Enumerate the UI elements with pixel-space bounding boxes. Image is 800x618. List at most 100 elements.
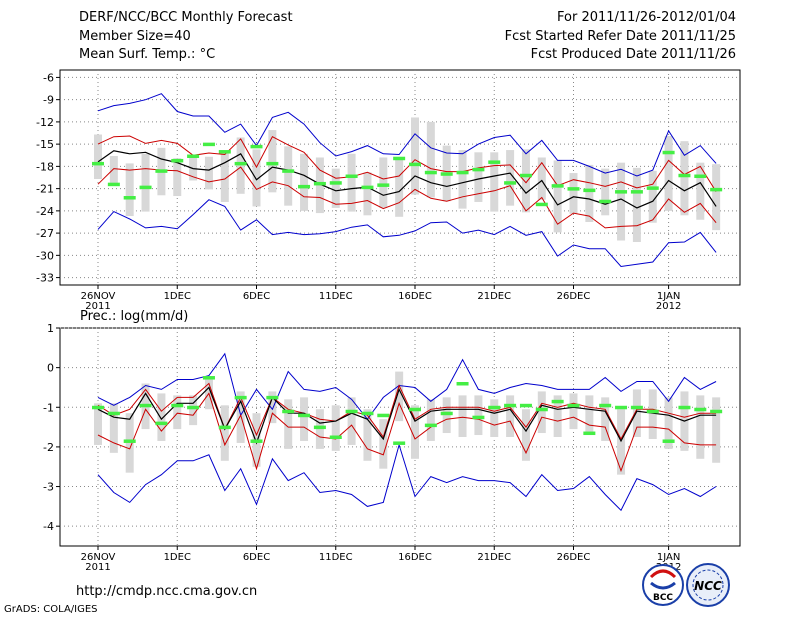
ensemble-marker <box>710 187 723 192</box>
spread-box <box>395 157 404 217</box>
series-max-line <box>97 93 717 177</box>
ensemble-marker <box>298 413 311 418</box>
ensemble-marker <box>646 186 659 190</box>
logo-swirl-icon <box>649 569 677 579</box>
spread-box <box>712 397 721 463</box>
ensemble-marker <box>107 411 120 416</box>
spread-box <box>189 395 198 426</box>
spread-box <box>173 158 182 197</box>
spread-box <box>252 149 261 207</box>
ensemble-marker <box>202 376 215 380</box>
spread-box <box>220 152 229 202</box>
chart-title: DERF/NCC/BCC Monthly Forecast <box>79 10 293 25</box>
ensemble-marker <box>535 407 548 412</box>
ensemble-marker <box>155 421 168 426</box>
source-url[interactable]: http://cmdp.ncc.cma.gov.cn <box>76 584 257 599</box>
spread-box <box>458 150 467 209</box>
y-tick-label: -3 <box>43 481 54 494</box>
spread-box <box>347 153 356 212</box>
ensemble-marker <box>345 174 358 179</box>
spread-box <box>173 395 182 430</box>
ensemble-marker <box>107 182 120 187</box>
spread-box <box>236 137 245 194</box>
ensemble-marker <box>630 190 643 194</box>
x-tick-label: 26NOV <box>81 291 116 302</box>
spread-box <box>141 153 150 212</box>
series-upper-line <box>97 135 717 192</box>
ensemble-marker <box>551 399 564 404</box>
spread-box <box>426 121 435 198</box>
ncc-logo: NCC <box>686 563 730 607</box>
y-tick-label: -12 <box>36 116 54 129</box>
y-tick-label: -15 <box>36 138 54 151</box>
spread-box <box>268 130 277 193</box>
ensemble-marker <box>171 158 184 163</box>
spread-box <box>648 389 657 439</box>
x-tick-label: 11DEC <box>319 552 353 563</box>
spread-box <box>632 167 641 242</box>
spread-box <box>189 155 198 181</box>
ensemble-marker <box>662 150 675 155</box>
y-tick-label: -33 <box>36 272 54 285</box>
spread-box <box>458 395 467 437</box>
ensemble-marker <box>472 415 485 420</box>
spread-box <box>506 150 515 206</box>
ensemble-marker <box>583 188 596 193</box>
spread-box <box>537 391 546 434</box>
spread-box <box>696 395 705 459</box>
ensemble-marker <box>567 187 580 191</box>
ensemble-marker <box>250 144 263 149</box>
spread-box <box>474 395 483 436</box>
series-mean-line <box>97 150 717 209</box>
spread-box <box>521 409 530 461</box>
ensemble-marker <box>409 407 421 412</box>
precip-panel-title: Prec.: log(mm/d) <box>80 309 188 324</box>
ensemble-marker <box>488 160 501 164</box>
spread-box <box>363 409 372 461</box>
ensemble-marker <box>313 181 326 186</box>
x-tick-label: 21DEC <box>477 552 511 563</box>
ensemble-marker <box>456 381 469 386</box>
spread-box <box>617 162 626 241</box>
spread-box <box>331 405 340 451</box>
spread-box <box>569 393 578 430</box>
ensemble-marker <box>329 181 342 185</box>
series-upper-line <box>97 382 717 441</box>
bcc-logo-text: BCC <box>653 593 673 603</box>
spread-box <box>696 162 705 220</box>
ensemble-marker <box>519 403 532 408</box>
spread-box <box>268 391 277 424</box>
series-mean-line <box>97 386 717 445</box>
y-tick-label: -18 <box>36 160 54 173</box>
spread-box <box>712 164 721 231</box>
spread-box <box>109 403 118 453</box>
spread-box <box>379 157 388 208</box>
ensemble-marker <box>472 167 485 172</box>
y-tick-label: -6 <box>43 71 54 84</box>
x-tick-label: 6DEC <box>243 291 270 302</box>
spread-box <box>664 397 673 449</box>
spread-box <box>125 163 134 217</box>
ensemble-marker <box>234 161 247 166</box>
ensemble-marker <box>234 395 247 400</box>
x-tick-label: 16DEC <box>398 291 432 302</box>
spread-box <box>648 170 657 223</box>
ensemble-marker <box>488 405 501 410</box>
ensemble-marker <box>615 190 628 194</box>
ensemble-marker <box>440 411 453 416</box>
ensemble-marker <box>266 161 279 166</box>
ensemble-marker <box>615 405 628 410</box>
ensemble-marker <box>678 405 691 410</box>
spread-box <box>204 156 213 190</box>
ensemble-marker <box>630 405 643 410</box>
ensemble-marker <box>504 403 517 408</box>
ensemble-marker <box>377 183 390 187</box>
series-max-line <box>97 352 717 421</box>
ensemble-marker <box>456 170 469 175</box>
spread-box <box>347 397 356 445</box>
spread-box <box>236 391 245 443</box>
ensemble-marker <box>678 173 691 178</box>
x-tick-label: 1DEC <box>164 552 191 563</box>
